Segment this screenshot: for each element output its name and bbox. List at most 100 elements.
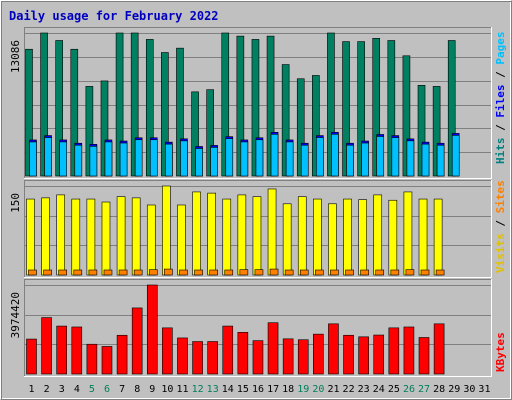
bar-hits xyxy=(130,32,139,177)
bar-pages xyxy=(316,137,324,177)
bar-kbytes xyxy=(403,326,415,375)
bar-kbytes xyxy=(146,284,158,375)
bar-pages xyxy=(134,139,143,177)
bar-kbytes xyxy=(26,338,37,375)
bar-visits xyxy=(297,196,307,276)
bar-kbytes xyxy=(328,323,339,375)
bar-visits xyxy=(433,198,443,276)
bar-sites xyxy=(43,269,52,276)
x-tick-label: 6 xyxy=(104,384,110,395)
y-max-label: 3974420 xyxy=(9,292,22,338)
right-label-part: Sites xyxy=(494,180,507,213)
bar-sites xyxy=(194,269,203,276)
bar-kbytes xyxy=(131,307,143,375)
bar-sites xyxy=(390,269,400,276)
bar-kbytes xyxy=(237,332,249,375)
bar-visits xyxy=(313,198,322,276)
x-tick-label: 31 xyxy=(478,384,490,395)
bar-hits xyxy=(236,35,245,177)
bar-sites xyxy=(148,269,158,276)
bar-hits xyxy=(55,40,63,177)
right-label-part: Hits xyxy=(494,138,507,165)
bar-hits xyxy=(402,55,411,177)
bar-hits xyxy=(251,39,260,177)
bar-hits xyxy=(161,52,169,177)
bar-visits xyxy=(71,198,81,276)
bar-sites xyxy=(345,269,354,276)
bar-sites xyxy=(315,269,324,276)
x-tick-label: 19 xyxy=(297,384,309,395)
bar-kbytes xyxy=(343,334,354,375)
bar-kbytes xyxy=(282,338,294,375)
bar-sites xyxy=(284,269,294,276)
x-tick-label: 5 xyxy=(89,384,95,395)
bar-visits xyxy=(101,201,111,276)
bar-kbytes xyxy=(56,325,67,375)
x-tick-label: 26 xyxy=(403,384,415,395)
bar-kbytes xyxy=(418,337,430,375)
bar-sites xyxy=(239,269,249,276)
x-tick-label: 4 xyxy=(74,384,80,395)
bar-sites xyxy=(330,269,339,276)
bar-visits xyxy=(41,197,50,276)
bar-pages xyxy=(436,144,445,177)
right-axis-label: Hits / Files / Pages xyxy=(494,32,507,165)
x-tick-label: 13 xyxy=(207,384,219,395)
bar-visits xyxy=(418,198,428,276)
bar-pages xyxy=(29,141,37,177)
bar-hits xyxy=(100,80,109,177)
bar-sites xyxy=(435,269,445,276)
bar-visits xyxy=(403,191,413,276)
bar-sites xyxy=(224,269,234,276)
bar-pages xyxy=(44,137,52,177)
bar-sites xyxy=(133,269,143,276)
bar-hits xyxy=(266,35,275,177)
bar-sites xyxy=(299,269,309,276)
bar-kbytes xyxy=(267,322,279,375)
bar-visits xyxy=(26,198,35,276)
bar-pages xyxy=(59,141,67,177)
x-tick-label: 20 xyxy=(312,384,324,395)
bar-kbytes xyxy=(297,339,309,375)
bar-hits xyxy=(206,89,214,177)
bar-visits xyxy=(328,203,337,276)
x-tick-label: 11 xyxy=(176,384,188,395)
bar-sites xyxy=(28,269,37,276)
bar-pages xyxy=(74,144,83,177)
bar-kbytes xyxy=(71,326,83,375)
bar-pages xyxy=(406,140,415,177)
bar-sites xyxy=(405,269,415,276)
right-axis-label: KBytes xyxy=(494,332,507,372)
bar-pages xyxy=(240,141,249,177)
x-tick-label: 29 xyxy=(448,384,460,395)
bar-pages xyxy=(180,140,188,177)
x-tick-label: 10 xyxy=(161,384,173,395)
panel-visits_sites: 150 Visits / Sites xyxy=(9,180,507,278)
x-tick-label: 21 xyxy=(327,384,339,395)
bar-hits xyxy=(327,32,335,177)
bar-sites xyxy=(254,269,264,276)
panel-kbytes: 3974420 KBytes xyxy=(9,279,507,377)
bar-kbytes xyxy=(222,325,234,375)
bar-hits xyxy=(281,64,290,177)
bar-pages xyxy=(210,147,218,177)
bar-kbytes xyxy=(41,317,52,375)
bar-pages xyxy=(195,148,203,177)
bar-kbytes xyxy=(207,341,218,375)
x-tick-label: 25 xyxy=(388,384,400,395)
y-max-label: 13086 xyxy=(9,40,22,73)
x-tick-label: 9 xyxy=(149,384,155,395)
bar-sites xyxy=(164,268,173,276)
bar-kbytes xyxy=(388,327,400,375)
bar-pages xyxy=(285,141,294,177)
right-label-part: Pages xyxy=(494,32,507,65)
x-axis-labels: 1 2 3 4 5 6 7 8 9 10 11 12 13 14 15 16 17 18 19 20 21 22 23 24 2… xyxy=(29,384,491,395)
x-tick-label: 12 xyxy=(192,384,204,395)
x-tick-label: 14 xyxy=(222,384,234,395)
x-tick-label: 22 xyxy=(343,384,355,395)
right-label-part: Files xyxy=(494,85,507,118)
bar-sites xyxy=(360,269,369,276)
bar-hits xyxy=(372,38,381,177)
